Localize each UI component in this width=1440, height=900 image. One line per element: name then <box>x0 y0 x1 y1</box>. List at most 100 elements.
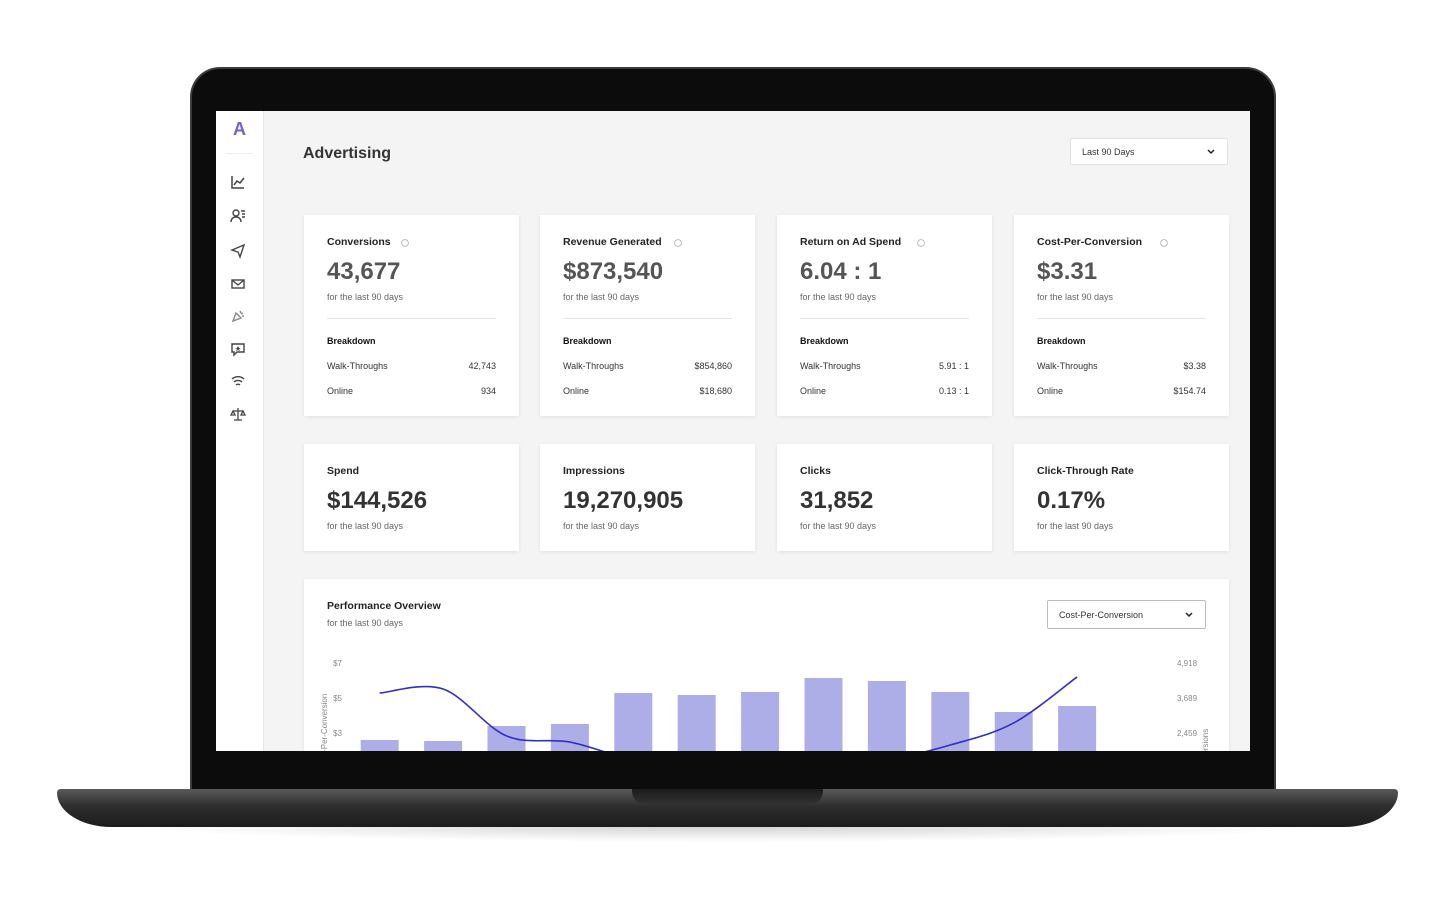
metric-selector-text: Cost-Per-Conversion <box>1059 609 1144 620</box>
icon-analytics[interactable] <box>230 174 246 190</box>
metric-label: Click-Through Rate <box>1037 465 1134 477</box>
metric-card: Click-Through Rate 0.17% for the last 90 d… <box>1014 444 1229 551</box>
bar <box>550 724 589 751</box>
bar <box>614 693 653 751</box>
kpi-card: Revenue Generated $873,540 for the last 90… <box>540 215 755 416</box>
bar <box>1058 705 1097 751</box>
y-axis-label: Cost-Per-Conversion <box>320 694 329 751</box>
metric-note: for the last 90 days <box>327 521 404 531</box>
kpi-label: Cost-Per-Conversion <box>1037 236 1143 248</box>
breakdown-label: Walk-Throughs <box>800 361 861 371</box>
kpi-card: Conversions 43,677 for the last 90 days Bre… <box>304 215 519 416</box>
icon-wifi[interactable] <box>230 373 246 389</box>
kpi-label: Conversions <box>327 236 391 248</box>
bar <box>994 711 1033 751</box>
breakdown-title: Breakdown <box>800 336 849 346</box>
metric-note: for the last 90 days <box>563 521 640 531</box>
date-range-dropdown[interactable]: Last 90 Days <box>1070 138 1228 165</box>
kpi-value: 43,677 <box>327 258 401 285</box>
kpi-note: for the last 90 days <box>327 292 404 302</box>
y-tick-label: $7 <box>333 659 342 668</box>
help-icon[interactable] <box>1160 239 1168 247</box>
icon-reviews[interactable] <box>230 341 246 357</box>
breakdown-value: 42,743 <box>468 361 496 371</box>
divider <box>800 318 969 319</box>
kpi-note: for the last 90 days <box>1037 292 1114 302</box>
y-tick-label: $3 <box>333 729 342 738</box>
breakdown-label: Online <box>563 385 590 396</box>
kpi-card: Cost-Per-Conversion $3.31 for the last 90 … <box>1014 215 1229 416</box>
metric-card: Clicks 31,852 for the last 90 days <box>777 444 992 551</box>
icon-mail[interactable] <box>230 276 246 292</box>
breakdown-value: $854,860 <box>694 361 732 371</box>
metric-value: 0.17% <box>1037 487 1106 514</box>
breakdown-label: Walk-Throughs <box>1037 361 1098 371</box>
breakdown-value: $154.74 <box>1173 385 1206 396</box>
y-tick-label: $5 <box>333 694 342 703</box>
icon-compliance[interactable] <box>230 406 246 422</box>
bar <box>741 691 780 751</box>
icon-promotions[interactable] <box>230 308 246 324</box>
icon-campaigns[interactable] <box>230 243 246 259</box>
metric-card: Impressions 19,270,905 for the last 90 day… <box>540 444 755 551</box>
y2-tick-label: 4,918 <box>1177 659 1198 668</box>
breakdown-label: Walk-Throughs <box>327 361 388 371</box>
chevron <box>1185 612 1193 618</box>
performance-chart: $7 $5 $3 4,918 3,689 2,459 Cost-Per-Conversion… <box>320 659 1210 751</box>
breakdown-value: 0.13 : 1 <box>938 385 969 396</box>
metric-note: for the last 90 days <box>1037 521 1114 531</box>
metric-label: Impressions <box>563 465 625 477</box>
page-title: Advertising <box>303 145 392 162</box>
breakdown-label: Online <box>327 385 354 396</box>
breakdown-label: Online <box>800 385 827 396</box>
metric-selector[interactable]: Cost-Per-Conversion <box>1047 600 1206 629</box>
breakdown-value: 5.91 : 1 <box>938 361 969 371</box>
laptop-shadow <box>120 826 1335 842</box>
metric-label: Clicks <box>800 465 831 477</box>
breakdown-title: Breakdown <box>563 336 612 346</box>
kpi-value: $3.31 <box>1037 258 1098 285</box>
y2-axis-label: Conversions <box>1201 729 1210 751</box>
kpi-note: for the last 90 days <box>563 292 640 302</box>
kpi-label: Revenue Generated <box>563 236 662 248</box>
date-range-text: Last 90 Days <box>1082 146 1135 157</box>
y2-tick-label: 2,459 <box>1177 729 1198 738</box>
bar <box>931 691 970 751</box>
bar <box>487 725 526 751</box>
screen: A Advertising Last 90 Days Conversions 43… <box>216 111 1250 751</box>
breakdown-label: Online <box>1037 385 1064 396</box>
breakdown-label: Walk-Throughs <box>563 361 624 371</box>
help-icon[interactable] <box>401 239 409 247</box>
kpi-value: $873,540 <box>563 258 664 285</box>
help-icon[interactable] <box>916 239 925 247</box>
breakdown-value: 934 <box>480 385 496 396</box>
metric-value: $144,526 <box>327 487 428 514</box>
divider <box>1037 318 1206 319</box>
icon-contacts[interactable] <box>230 208 246 224</box>
performance-subtitle: for the last 90 days <box>327 618 404 628</box>
metric-value: 19,270,905 <box>563 487 684 514</box>
bar <box>867 680 906 751</box>
metric-note: for the last 90 days <box>800 521 877 531</box>
help-icon[interactable] <box>673 239 682 247</box>
kpi-card: Return on Ad Spend 6.04 : 1 for the last 9… <box>777 215 992 416</box>
bar <box>804 678 843 751</box>
breakdown-value: $18,680 <box>699 385 732 396</box>
logo[interactable]: A <box>233 119 246 139</box>
chevron <box>1207 149 1215 155</box>
breakdown-title: Breakdown <box>1037 336 1086 346</box>
divider <box>226 153 253 154</box>
bar <box>360 739 399 751</box>
metric-card: Spend $144,526 for the last 90 days <box>304 444 519 551</box>
divider <box>327 318 496 319</box>
laptop-notch <box>632 789 823 805</box>
kpi-value: 6.04 : 1 <box>800 258 882 285</box>
bar <box>677 694 716 751</box>
divider <box>563 318 732 319</box>
kpi-label: Return on Ad Spend <box>800 236 902 248</box>
performance-title: Performance Overview <box>327 600 441 612</box>
metric-value: 31,852 <box>800 487 874 514</box>
line <box>379 676 1078 751</box>
